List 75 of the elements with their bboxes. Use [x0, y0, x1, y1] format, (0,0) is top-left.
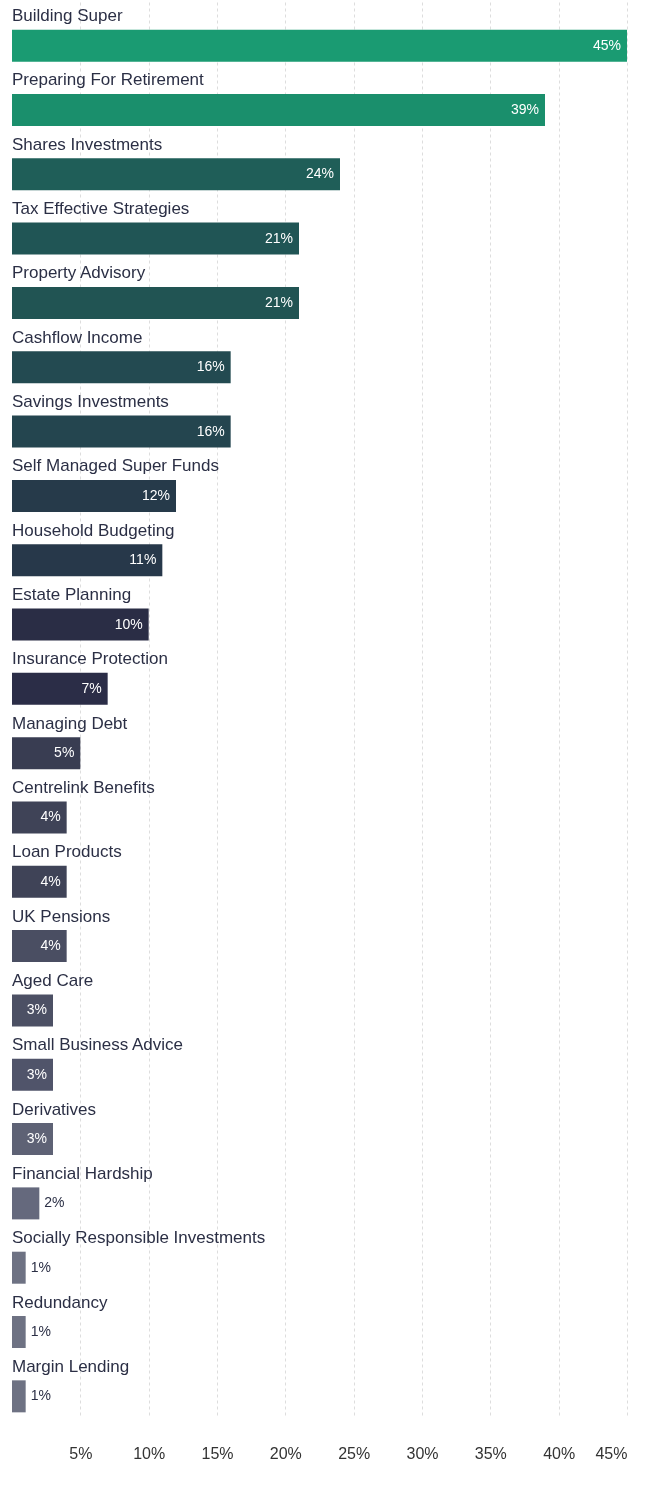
- bar: [12, 93, 545, 126]
- data-label: 4%: [40, 872, 61, 889]
- x-tick-label: 15%: [201, 1444, 234, 1462]
- bar: [12, 672, 108, 705]
- y-tick-label: Derivatives: [12, 1099, 97, 1119]
- x-tick-label: 30%: [406, 1444, 439, 1462]
- y-tick-label: UK Pensions: [12, 906, 111, 926]
- bar: [12, 415, 231, 448]
- bar: [12, 930, 67, 963]
- y-tick-label: Margin Lending: [12, 1356, 130, 1376]
- data-label: 1%: [30, 1387, 51, 1404]
- x-tick-label: 10%: [133, 1444, 166, 1462]
- bar: [12, 1380, 26, 1413]
- y-tick-label: Shares Investments: [12, 134, 163, 154]
- bar: [12, 994, 53, 1027]
- data-label: 5%: [54, 744, 75, 761]
- bar: [12, 286, 299, 319]
- data-label: 39%: [510, 100, 539, 117]
- y-tick-label: Insurance Protection: [12, 649, 168, 669]
- x-tick-label: 45%: [595, 1444, 628, 1462]
- y-tick-label: Estate Planning: [12, 585, 132, 605]
- y-tick-label: Redundancy: [12, 1292, 108, 1312]
- bar: [12, 1316, 26, 1349]
- data-label: 4%: [40, 808, 61, 825]
- data-label: 12%: [141, 486, 170, 503]
- x-tick-label: 20%: [269, 1444, 302, 1462]
- y-tick-label: Preparing For Retirement: [12, 70, 205, 90]
- bar: [12, 801, 67, 834]
- bar: [12, 1123, 53, 1156]
- data-label: 3%: [26, 1065, 47, 1082]
- x-tick-label: 5%: [69, 1444, 93, 1462]
- bar: [12, 737, 81, 770]
- y-tick-label: Aged Care: [12, 970, 94, 990]
- data-label: 10%: [114, 615, 143, 632]
- data-label: 1%: [30, 1258, 51, 1275]
- x-tick-label: 25%: [338, 1444, 371, 1462]
- bar: [12, 1058, 53, 1091]
- y-tick-label: Loan Products: [12, 842, 122, 862]
- y-tick-label: Financial Hardship: [12, 1163, 153, 1183]
- data-label: 1%: [30, 1323, 51, 1340]
- bar: [12, 544, 163, 577]
- data-label: 7%: [81, 679, 102, 696]
- bar: [12, 29, 627, 62]
- data-label: 3%: [26, 1130, 47, 1147]
- bar: [12, 865, 67, 898]
- data-label: 21%: [264, 229, 293, 246]
- x-tick-label: 40%: [543, 1444, 576, 1462]
- y-tick-label: Centrelink Benefits: [12, 777, 155, 797]
- y-tick-label: Savings Investments: [12, 392, 169, 412]
- x-tick-label: 35%: [474, 1444, 507, 1462]
- bar: [12, 608, 149, 641]
- data-label: 4%: [40, 937, 61, 954]
- y-tick-label: Managing Debt: [12, 713, 128, 733]
- bar: [12, 158, 340, 191]
- bar: [12, 351, 231, 384]
- bar: [12, 1187, 40, 1220]
- y-tick-label: Self Managed Super Funds: [12, 456, 219, 476]
- y-tick-label: Cashflow Income: [12, 327, 143, 347]
- y-tick-label: Small Business Advice: [12, 1035, 184, 1055]
- data-label: 21%: [264, 293, 293, 310]
- data-label: 16%: [196, 358, 225, 375]
- data-label: 16%: [196, 422, 225, 439]
- bar: [12, 222, 299, 255]
- y-tick-label: Property Advisory: [12, 263, 146, 283]
- y-tick-label: Household Budgeting: [12, 520, 175, 540]
- data-label: 3%: [26, 1001, 47, 1018]
- data-label: 45%: [592, 36, 621, 53]
- y-tick-label: Building Super: [12, 6, 123, 26]
- bar: [12, 1251, 26, 1284]
- data-label: 24%: [305, 165, 334, 182]
- data-label: 2%: [44, 1194, 65, 1211]
- y-tick-label: Tax Effective Strategies: [12, 199, 190, 219]
- bar: [12, 479, 176, 512]
- data-label: 11%: [129, 551, 157, 568]
- y-tick-label: Socially Responsible Investments: [12, 1228, 266, 1248]
